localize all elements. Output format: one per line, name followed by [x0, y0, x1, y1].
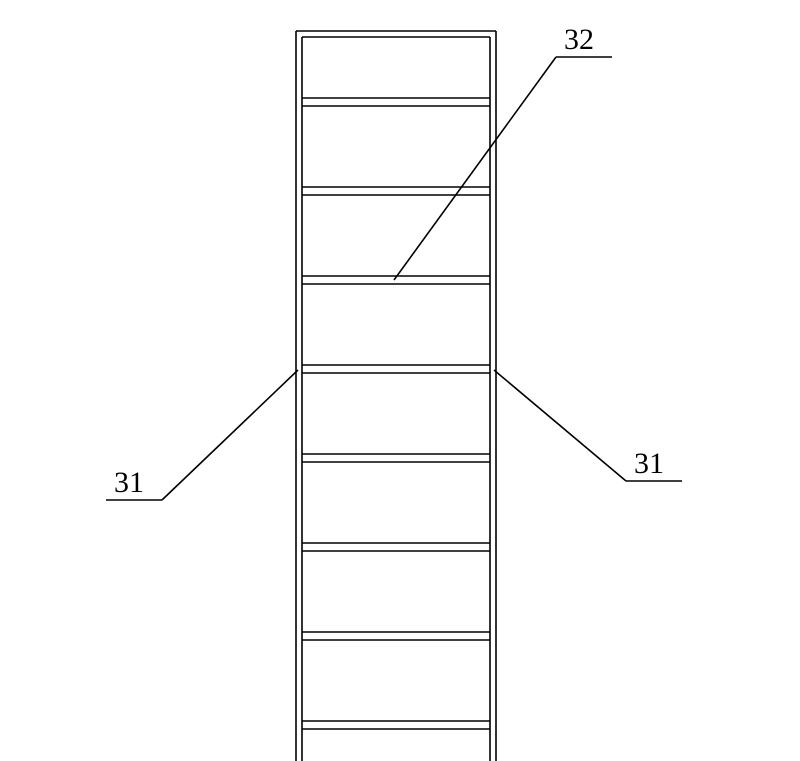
ladder-diagram [0, 0, 800, 761]
label-31-left: 31 [114, 466, 144, 500]
label-31-right: 31 [634, 447, 664, 481]
label-32: 32 [564, 23, 594, 57]
